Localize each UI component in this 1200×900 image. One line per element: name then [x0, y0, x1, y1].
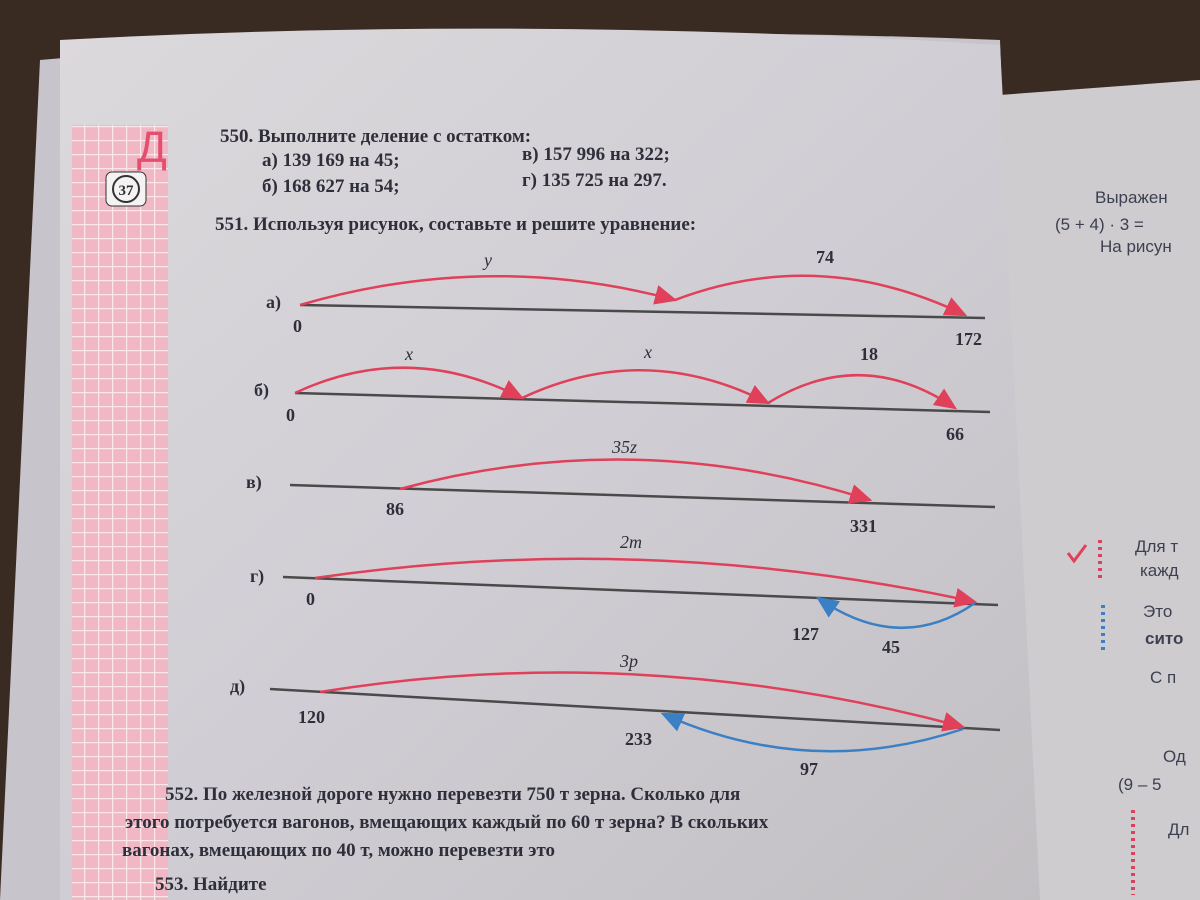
right-text: Это: [1143, 602, 1172, 621]
arc-label: y: [482, 250, 492, 270]
arc-label: 18: [860, 344, 878, 364]
problem-item: г) 135 725 на 297.: [522, 170, 667, 191]
badge-number: 37: [119, 183, 135, 199]
point-label: 0: [293, 316, 302, 336]
right-text: Выражен: [1095, 188, 1168, 207]
problem-line: 552. По железной дороге нужно перевезти …: [165, 784, 740, 805]
point-label: 66: [946, 424, 964, 444]
arc: [399, 458, 873, 504]
right-text: Од: [1163, 747, 1186, 766]
right-text: (9 – 5: [1118, 775, 1161, 794]
right-text: На рисун: [1100, 237, 1172, 256]
problem-title: 550. Выполните деление с остатком:: [220, 126, 531, 147]
number-line: [299, 303, 986, 320]
arc: [319, 671, 966, 732]
point-label: 233: [625, 729, 652, 749]
number-line: [282, 575, 999, 607]
arc: [521, 368, 771, 405]
diagram-label: в): [246, 472, 262, 493]
arc-label: x: [404, 344, 413, 364]
arc-label: 3p: [619, 651, 638, 671]
arc-label: x: [643, 342, 652, 362]
number-line: [289, 483, 996, 509]
arc: [299, 275, 678, 307]
diagram-label: д): [230, 676, 245, 697]
diagram-label: г): [250, 566, 264, 587]
left-page: [60, 28, 1045, 900]
point-label: 331: [850, 516, 877, 536]
right-text: кажд: [1140, 561, 1179, 580]
arc-label: 45: [882, 637, 900, 657]
arc: [294, 366, 525, 400]
point-label: 120: [298, 707, 325, 727]
check-mark: [1066, 544, 1088, 564]
diagram-label: а): [266, 292, 281, 313]
problem-item: б) 168 627 на 54;: [262, 176, 400, 197]
arc: [767, 373, 958, 410]
arc-label: 97: [800, 759, 818, 779]
badge-circle: [112, 175, 140, 203]
problem-item: а) 139 169 на 45;: [262, 150, 400, 171]
right-page: [1000, 80, 1200, 900]
number-line: [294, 391, 991, 414]
right-text: (5 + 4) · 3 =: [1055, 215, 1144, 234]
right-text: Дл: [1168, 820, 1189, 839]
arc: [674, 274, 968, 317]
right-text: сито: [1145, 629, 1183, 648]
number-line: [269, 687, 1001, 732]
margin-letter: Д: [137, 123, 167, 172]
arc: [314, 557, 978, 608]
problem-item: в) 157 996 на 322;: [522, 144, 670, 165]
diagram-label: б): [254, 380, 269, 401]
point-label: 86: [386, 499, 404, 519]
arc-label: 35z: [611, 437, 637, 457]
problem-line: вагонах, вмещающих по 40 т, можно переве…: [122, 840, 555, 861]
problem-title: 551. Используя рисунок, составьте и реши…: [215, 214, 696, 235]
arc-label: 74: [816, 247, 834, 267]
margin-grid: [72, 125, 168, 900]
arc: [815, 596, 976, 629]
right-text: С п: [1150, 668, 1176, 687]
problem-line: 553. Найдите: [155, 874, 267, 895]
problem-line: этого потребуется вагонов, вмещающих каж…: [125, 812, 769, 833]
point-label: 172: [955, 329, 982, 349]
point-label: 0: [286, 405, 295, 425]
arc-label: 2m: [620, 532, 642, 552]
point-label: 0: [306, 589, 315, 609]
point-label: 127: [792, 624, 819, 644]
right-text: Для т: [1135, 537, 1178, 556]
arc: [660, 712, 964, 753]
